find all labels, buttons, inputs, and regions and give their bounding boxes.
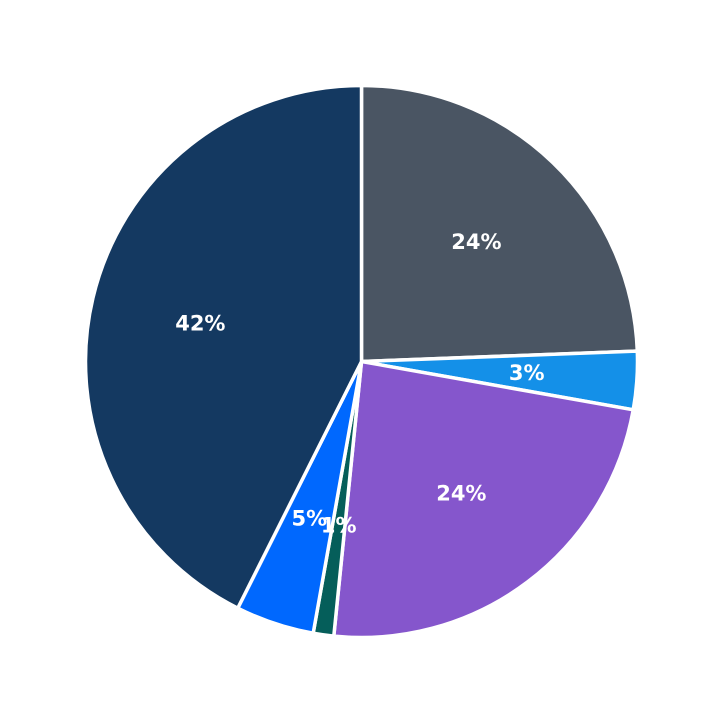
pie-slice-label-2: 3% [509, 361, 545, 385]
pie-slice-3 [331, 359, 636, 640]
pie-slice-1 [359, 83, 640, 364]
pie-slice-label-6: 42% [175, 311, 225, 335]
pie-slices [83, 83, 640, 640]
pie-slice-label-3: 24% [436, 482, 486, 506]
pie-labels: 24% 3% 24% 1%5% 42% [175, 230, 544, 537]
pie-slice-label-1: 24% [451, 230, 501, 254]
pie-slice-6 [83, 83, 364, 611]
pie-slice-label-4: 1% [321, 514, 357, 538]
pie-slice-label-5: 5% [292, 507, 328, 531]
